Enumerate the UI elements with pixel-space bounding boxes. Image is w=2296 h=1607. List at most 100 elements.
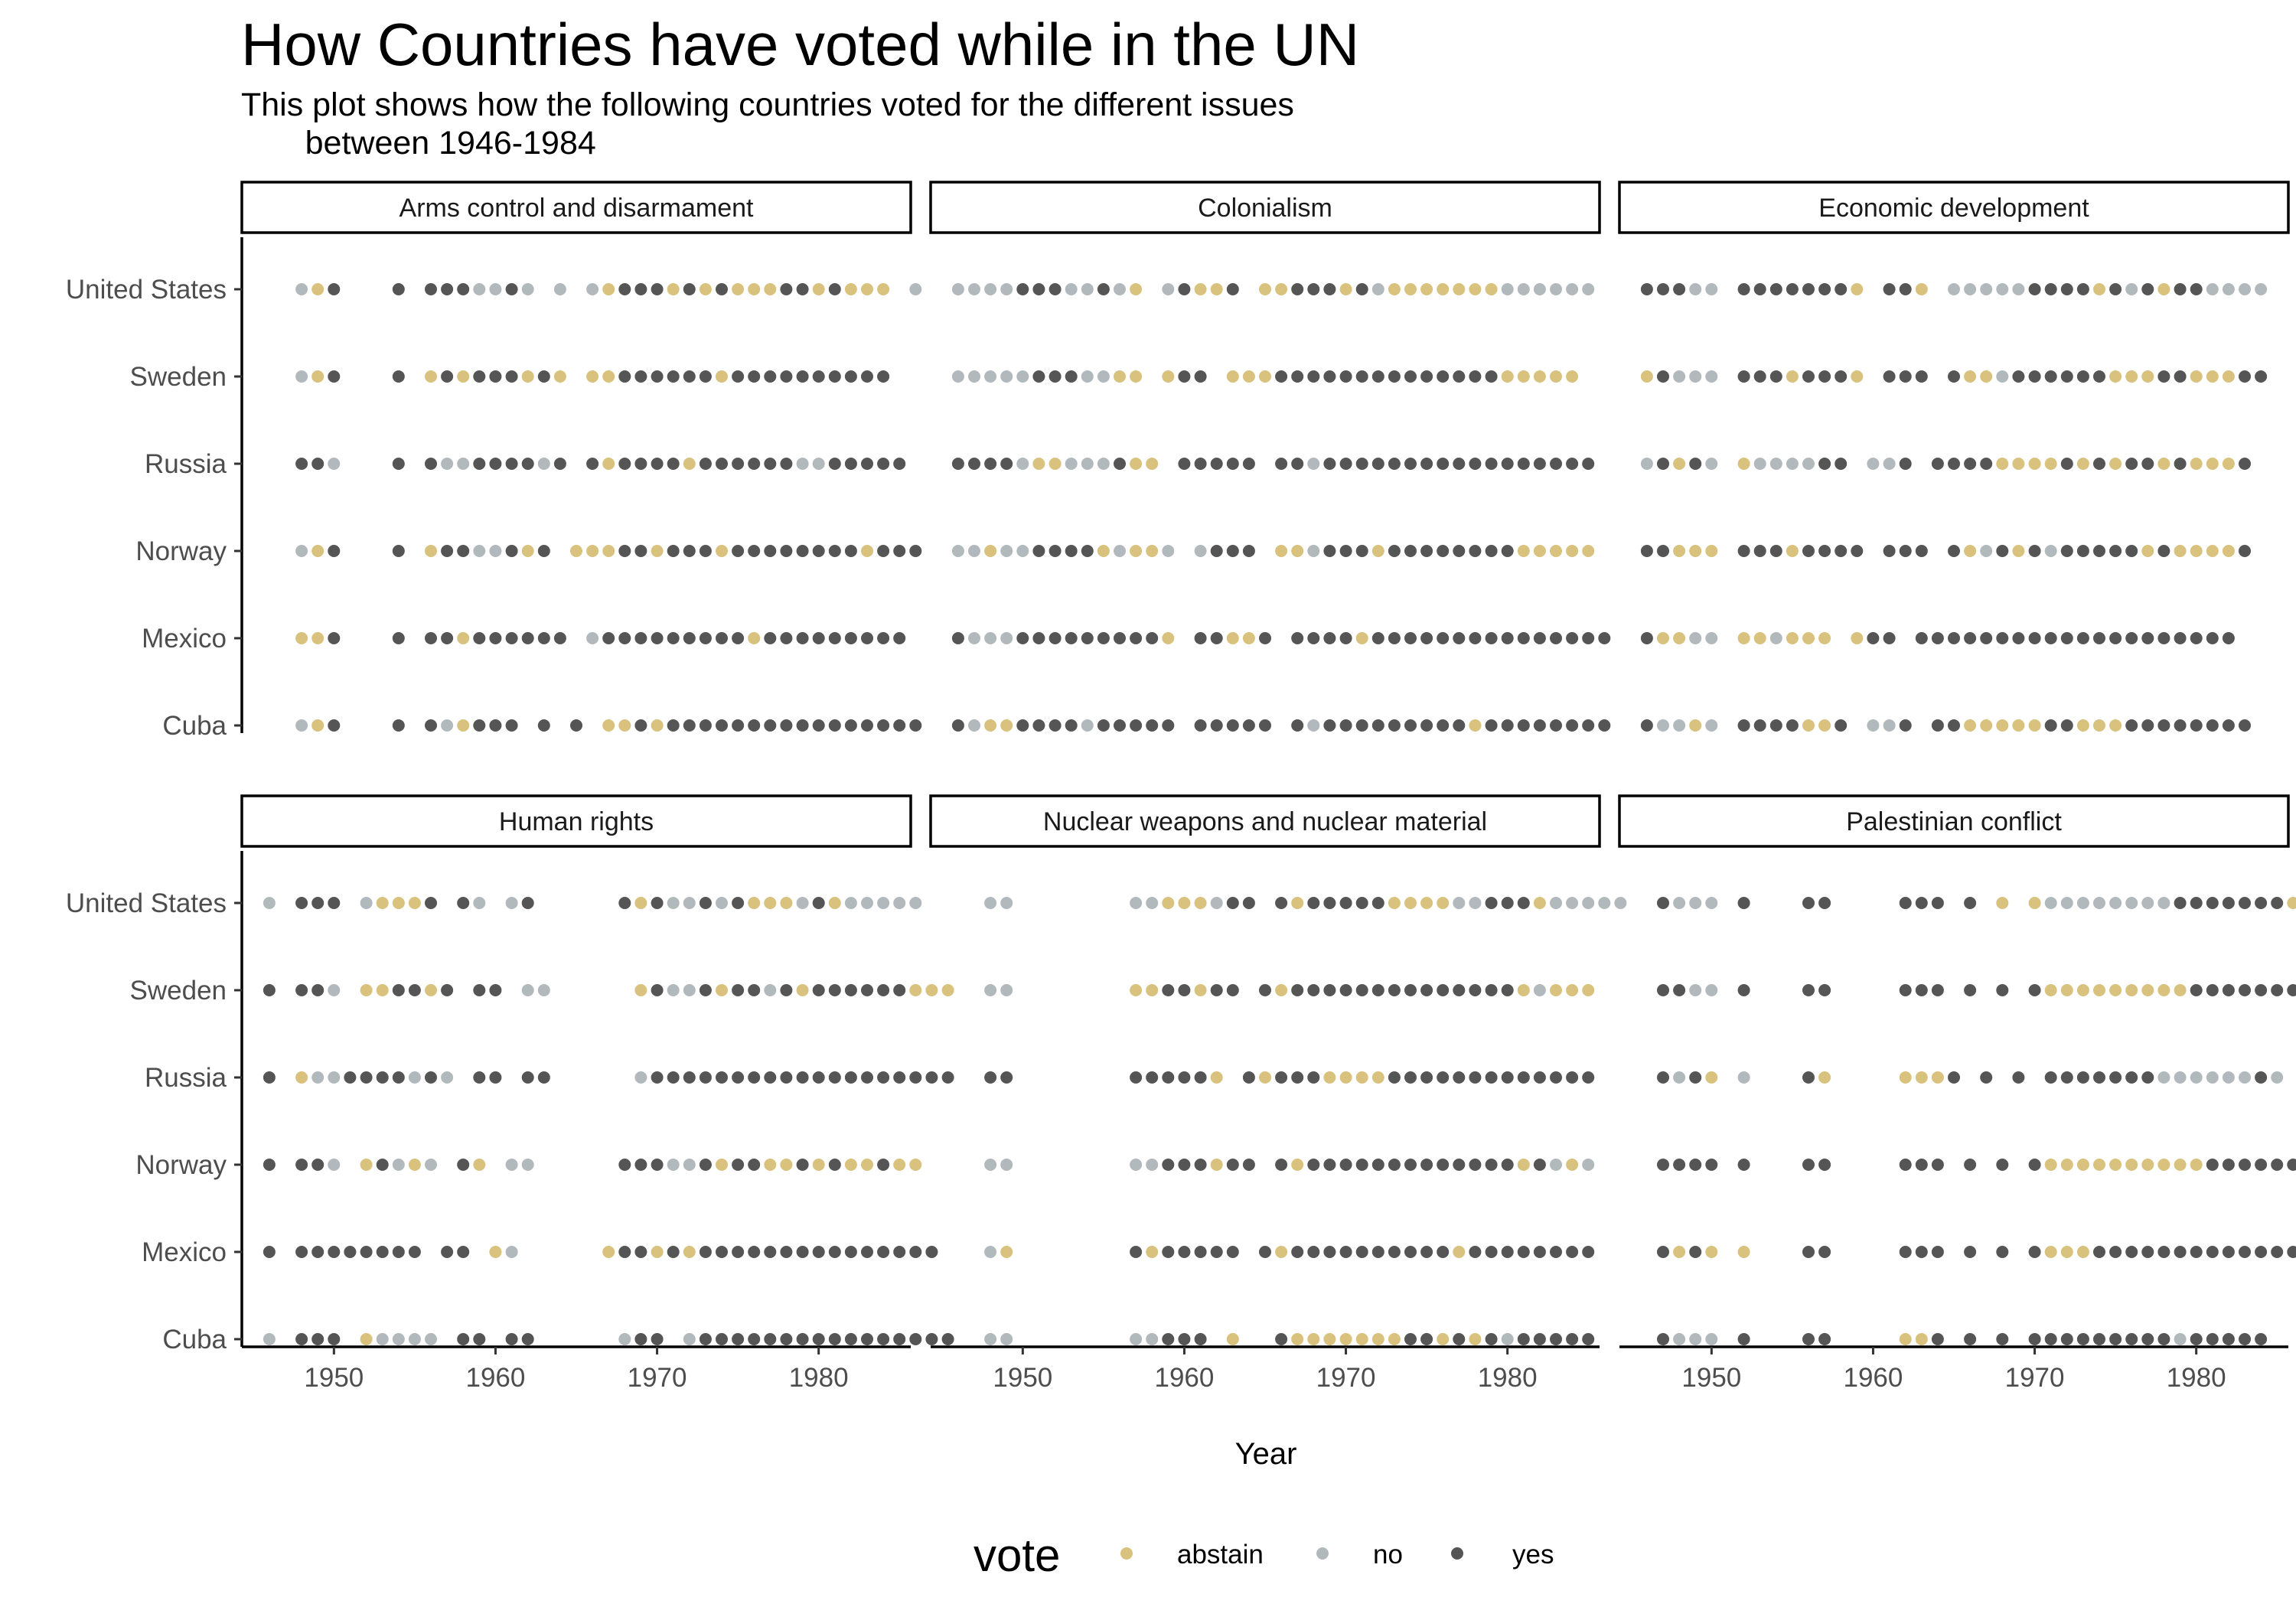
vote-point — [2125, 1159, 2138, 1171]
vote-point — [1657, 1333, 1669, 1345]
vote-point — [1275, 1159, 1288, 1171]
vote-point — [1689, 458, 1702, 470]
vote-point — [1640, 370, 1653, 383]
vote-point — [618, 370, 631, 383]
vote-point — [1259, 1246, 1271, 1258]
vote-point — [521, 1071, 534, 1084]
vote-point — [2271, 984, 2284, 996]
vote-point — [1162, 1333, 1175, 1345]
vote-point — [1533, 1159, 1546, 1171]
vote-point — [441, 458, 454, 470]
vote-point — [1566, 1071, 1579, 1084]
vote-point — [2060, 458, 2073, 470]
vote-point — [2125, 719, 2138, 732]
vote-point — [328, 897, 341, 909]
vote-point — [2044, 1333, 2057, 1345]
vote-point — [2157, 545, 2170, 557]
vote-point — [1388, 283, 1401, 295]
vote-point — [1802, 984, 1815, 996]
vote-point — [521, 283, 534, 295]
vote-point — [1339, 283, 1352, 295]
vote-point — [441, 719, 454, 732]
vote-point — [909, 897, 922, 909]
vote-point — [1996, 283, 2009, 295]
vote-point — [328, 984, 341, 996]
vote-point — [2012, 370, 2025, 383]
vote-point — [1469, 458, 1482, 470]
vote-point — [1501, 632, 1514, 644]
vote-point — [1130, 458, 1143, 470]
vote-point — [2093, 719, 2105, 732]
vote-point — [844, 897, 857, 909]
vote-point — [699, 719, 712, 732]
vote-point — [1178, 897, 1191, 909]
vote-point — [1550, 283, 1562, 295]
vote-point — [2157, 897, 2170, 909]
vote-point — [489, 458, 502, 470]
vote-point — [1420, 545, 1433, 557]
vote-point — [2287, 984, 2296, 996]
vote-point — [2141, 283, 2154, 295]
vote-point — [812, 632, 825, 644]
vote-point — [732, 897, 745, 909]
vote-point — [2141, 1071, 2154, 1084]
vote-point — [1065, 458, 1078, 470]
vote-point — [2239, 719, 2251, 732]
vote-point — [2190, 370, 2203, 383]
vote-point — [651, 283, 664, 295]
vote-point — [537, 458, 550, 470]
vote-point — [1242, 897, 1255, 909]
vote-point — [893, 984, 906, 996]
vote-point — [1737, 1246, 1750, 1258]
vote-point — [344, 1246, 357, 1258]
vote-point — [1582, 545, 1595, 557]
vote-point — [1657, 1246, 1669, 1258]
vote-point — [1291, 1246, 1304, 1258]
vote-point — [2093, 632, 2105, 644]
vote-point — [1339, 370, 1352, 383]
facet-strip-label: Arms control and disarmament — [400, 194, 755, 223]
facet-panel-economic-development: Economic development — [1618, 181, 2290, 732]
vote-point — [1915, 897, 1928, 909]
vote-point — [473, 545, 486, 557]
vote-point — [1323, 458, 1336, 470]
vote-point — [1032, 719, 1045, 732]
vote-point — [716, 283, 728, 295]
vote-point — [1673, 1071, 1686, 1084]
vote-point — [780, 545, 793, 557]
vote-point — [1931, 897, 1944, 909]
vote-point — [1485, 458, 1498, 470]
vote-point — [651, 1071, 664, 1084]
vote-point — [618, 1333, 631, 1345]
facet-strip-label: Colonialism — [1198, 194, 1332, 223]
vote-point — [1437, 719, 1450, 732]
vote-point — [1355, 1159, 1368, 1171]
vote-point — [1453, 283, 1466, 295]
vote-point — [1533, 897, 1546, 909]
vote-point — [1162, 897, 1175, 909]
vote-point — [1673, 1246, 1686, 1258]
vote-point — [796, 632, 809, 644]
vote-point — [2222, 1071, 2235, 1084]
vote-point — [2239, 283, 2251, 295]
vote-point — [489, 632, 502, 644]
vote-point — [1485, 1071, 1498, 1084]
vote-point — [2174, 1159, 2187, 1171]
vote-point — [2190, 632, 2203, 644]
vote-point — [764, 1159, 777, 1171]
vote-point — [1178, 984, 1191, 996]
vote-point — [1996, 545, 2009, 557]
vote-point — [1802, 719, 1815, 732]
vote-point — [1469, 897, 1482, 909]
vote-point — [1931, 1071, 1944, 1084]
vote-point — [2239, 984, 2251, 996]
vote-point — [602, 545, 615, 557]
vote-point — [909, 719, 922, 732]
vote-point — [1737, 370, 1750, 383]
vote-point — [1371, 1333, 1384, 1345]
vote-point — [1371, 545, 1384, 557]
vote-point — [1097, 719, 1110, 732]
vote-point — [2028, 545, 2041, 557]
vote-point — [1210, 1071, 1223, 1084]
vote-point — [2141, 458, 2154, 470]
